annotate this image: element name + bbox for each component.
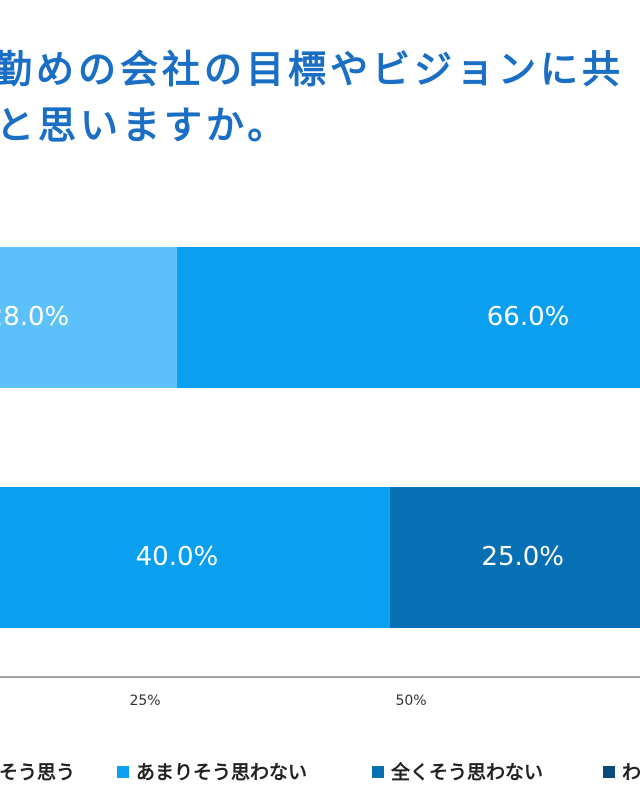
legend-marker [117, 766, 129, 778]
bar-segment [176, 247, 640, 388]
chart-title: 勤めの会社の目標やビジョンに共 [0, 48, 624, 92]
data-label: 66.0% [487, 302, 570, 332]
x-tick-label: 50% [395, 693, 426, 709]
legend-label: そう思う [0, 762, 75, 784]
legend-marker [372, 766, 384, 778]
chart-title: と思いますか。 [0, 104, 289, 148]
legend-label: あまりそう思わない [136, 762, 307, 784]
data-label: 40.0% [136, 542, 219, 572]
bar-segment [0, 247, 177, 388]
x-tick-label: 25% [129, 693, 160, 709]
legend-label: 全くそう思わない [390, 761, 543, 784]
bar-segment [389, 487, 640, 628]
bar-segment [0, 487, 390, 628]
legend-label: わ [622, 762, 640, 784]
data-label: 28.0% [0, 302, 69, 332]
data-label: 25.0% [481, 542, 564, 572]
legend-marker [603, 766, 615, 778]
